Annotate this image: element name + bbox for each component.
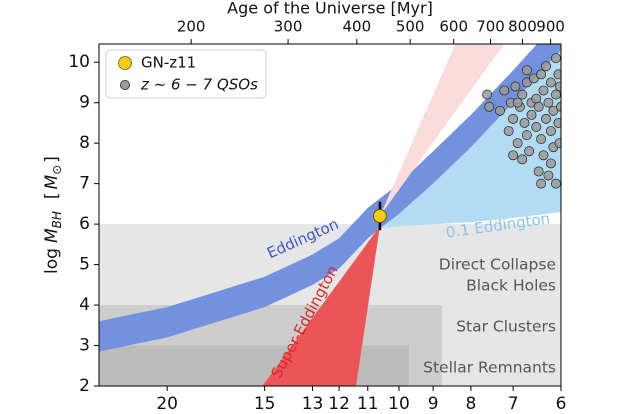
point (543, 170, 554, 181)
legend-label: GN-z11 (141, 54, 196, 72)
x2-tick-label: 900 (536, 18, 565, 36)
y-label-part: [ (42, 192, 62, 199)
wedge (379, 44, 505, 217)
x2-tick-label: 800 (508, 18, 537, 36)
point (545, 158, 556, 169)
y-tick-label: 7 (79, 174, 90, 194)
y-label-part: BH (50, 211, 64, 228)
point (517, 89, 528, 100)
point (510, 81, 521, 92)
point (482, 89, 493, 100)
plot-area (99, 44, 561, 386)
y-tick-label: 8 (79, 133, 90, 153)
y-label-part: ⊙ (50, 165, 64, 175)
point (536, 134, 547, 145)
x-tick-label: 12 (328, 394, 350, 414)
x2-tick-label: 500 (396, 18, 425, 36)
y-tick-label: 5 (79, 255, 90, 275)
point (533, 166, 544, 177)
point (521, 130, 532, 141)
point (548, 105, 559, 116)
y-axis-label: logMBH[M⊙] (42, 156, 64, 274)
legend-marker (118, 56, 132, 70)
y-label-part: M (42, 228, 62, 243)
x-tick-label: 8 (465, 394, 476, 414)
x-tick-label: 13 (302, 394, 324, 414)
point (541, 61, 551, 72)
point (545, 126, 556, 136)
band (379, 50, 561, 229)
point (550, 53, 561, 64)
point (512, 97, 523, 108)
point (536, 178, 547, 189)
point (531, 122, 542, 132)
point (545, 77, 556, 88)
y-label-part: M (42, 174, 62, 189)
point (553, 69, 561, 80)
point (555, 81, 561, 92)
y-tick-label: 3 (79, 336, 90, 356)
x-tick-label: 7 (508, 394, 519, 414)
point (512, 138, 523, 149)
wedge (262, 226, 380, 386)
y-label-part: log (42, 248, 62, 274)
point (524, 146, 535, 157)
x-tick-label: 10 (388, 394, 410, 414)
point (536, 69, 547, 80)
x-tick-label: 11 (357, 394, 379, 414)
x-tick-label: 15 (254, 394, 276, 414)
point (517, 154, 528, 165)
band (99, 44, 561, 352)
y-tick-label: 2 (79, 376, 90, 396)
legend-label: z ∼ 6 − 7 QSOs (140, 76, 258, 94)
point (526, 109, 537, 120)
region-label: Stellar Remnants (423, 359, 556, 377)
x2-tick-label: 600 (439, 18, 468, 36)
x-tick-label: 20 (156, 394, 178, 414)
point (508, 113, 519, 124)
x2-tick-label: 300 (274, 18, 303, 36)
point (494, 105, 505, 116)
point (553, 117, 561, 128)
point (508, 150, 519, 161)
point (543, 97, 554, 108)
y-label-part: ] (42, 156, 62, 163)
plot-frame (98, 43, 562, 387)
y-tick-label: 9 (79, 93, 90, 113)
region-label: Direct Collapse (439, 256, 556, 274)
point (533, 101, 544, 112)
point (541, 113, 551, 124)
x-tick-label: 9 (428, 394, 439, 414)
point (503, 126, 514, 136)
y-tick-label: 10 (68, 52, 90, 72)
x2-tick-label: 200 (177, 18, 206, 36)
point (499, 85, 510, 96)
point (550, 178, 561, 189)
point (556, 101, 561, 112)
point (519, 117, 530, 128)
region-label: Star Clusters (456, 318, 556, 336)
point (484, 101, 495, 112)
legend-marker (120, 80, 131, 91)
point (521, 65, 532, 76)
x-tick-label: 6 (556, 394, 567, 414)
point (372, 209, 387, 224)
y-tick-label: 6 (79, 214, 90, 234)
x2-tick-label: 400 (342, 18, 371, 36)
point (538, 85, 549, 96)
point (538, 150, 549, 161)
region-label: Black Holes (466, 277, 556, 295)
point (554, 138, 561, 149)
top-axis-label: Age of the Universe [Myr] (227, 0, 433, 18)
y-tick-label: 4 (79, 295, 90, 315)
legend-box (105, 49, 267, 99)
region (99, 345, 409, 386)
x2-tick-label: 700 (476, 18, 505, 36)
